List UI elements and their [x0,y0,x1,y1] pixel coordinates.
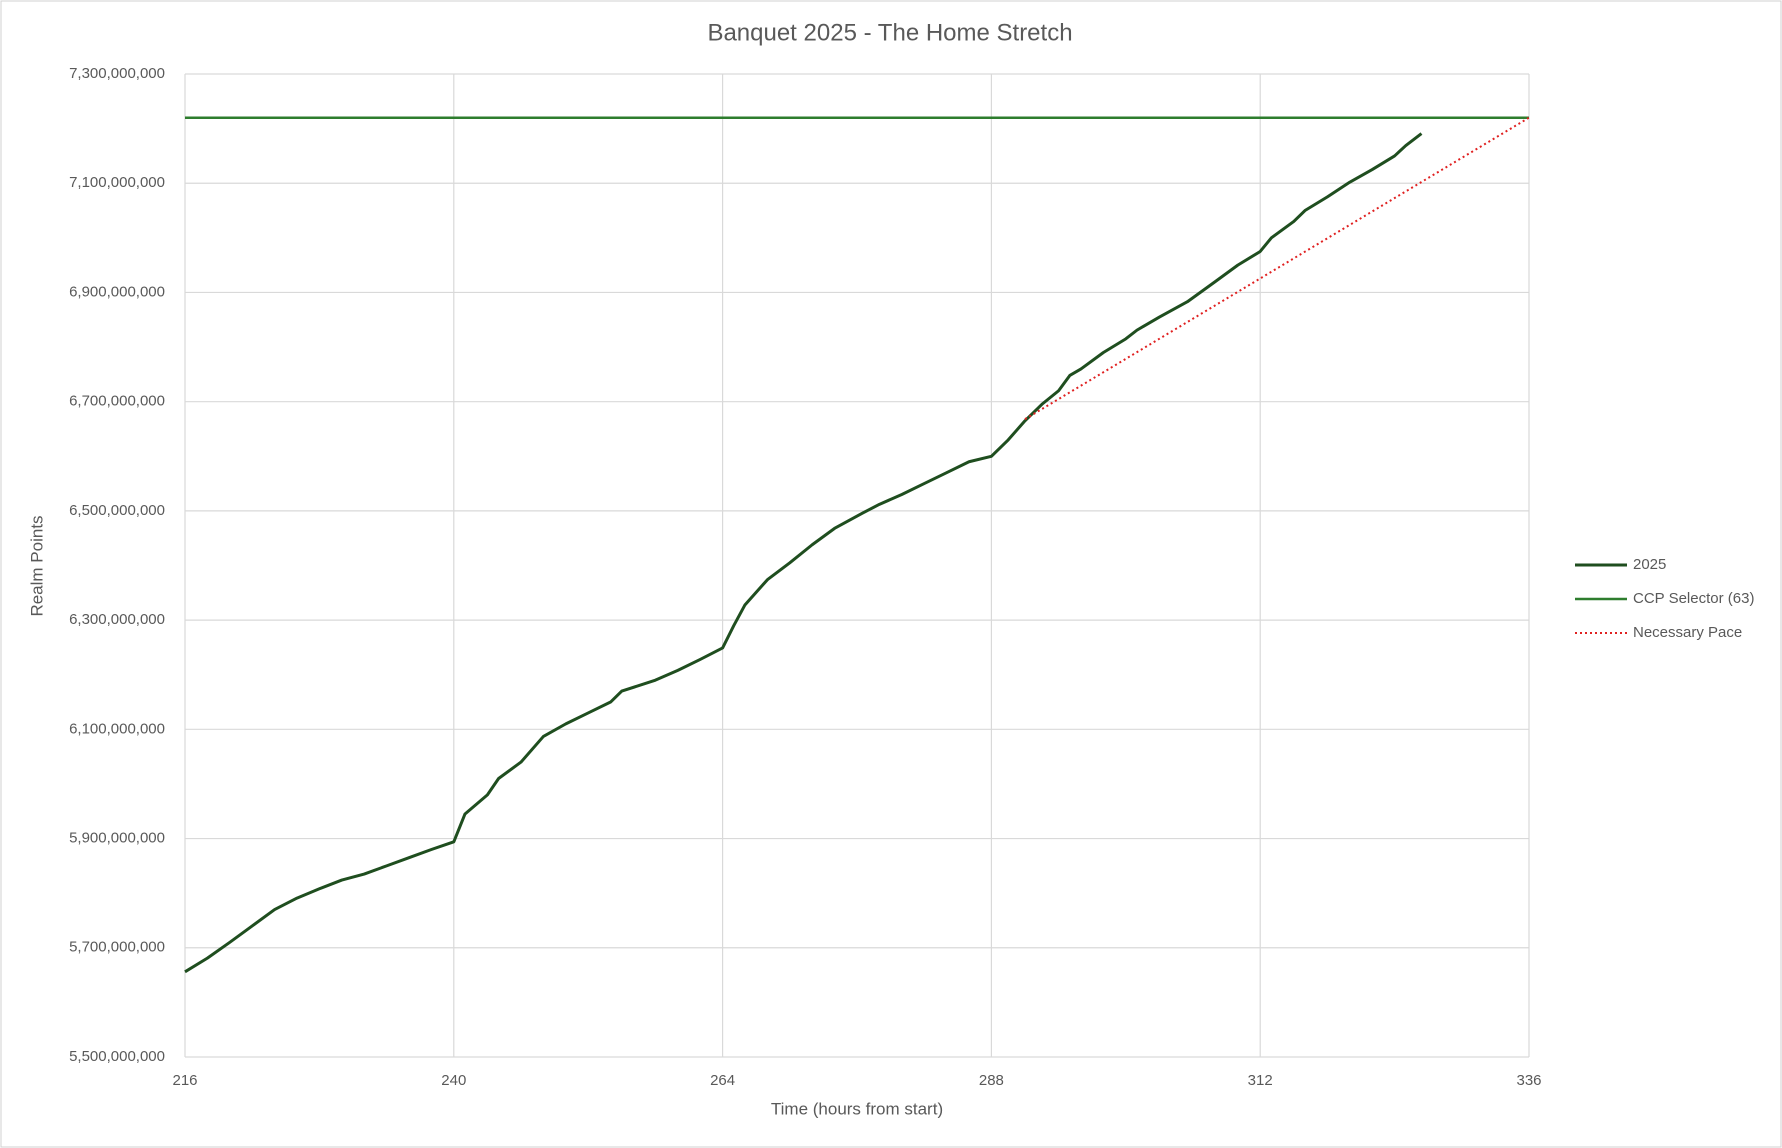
y-axis-title: Realm Points [27,515,46,616]
x-tick-label: 336 [1516,1072,1541,1089]
y-tick-label: 6,700,000,000 [69,393,165,410]
chart-title: Banquet 2025 - The Home Stretch [707,19,1072,46]
y-tick-label: 7,100,000,000 [69,174,165,191]
y-tick-label: 6,900,000,000 [69,283,165,300]
x-tick-label: 240 [441,1072,466,1089]
x-tick-label: 216 [172,1072,197,1089]
x-tick-label: 312 [1248,1072,1273,1089]
legend-label: CCP Selector (63) [1633,590,1754,607]
y-tick-label: 6,300,000,000 [69,611,165,628]
y-tick-label: 5,900,000,000 [69,830,165,847]
x-axis-title: Time (hours from start) [771,1099,943,1118]
legend-label: 2025 [1633,556,1666,573]
y-tick-label: 7,300,000,000 [69,65,165,82]
y-tick-label: 5,700,000,000 [69,939,165,956]
x-tick-label: 288 [979,1072,1004,1089]
y-tick-label: 6,500,000,000 [69,502,165,519]
y-tick-label: 5,500,000,000 [69,1048,165,1065]
legend-label: Necessary Pace [1633,624,1742,641]
series-line [184,132,1423,974]
x-tick-label: 264 [710,1072,735,1089]
y-tick-label: 6,100,000,000 [69,720,165,737]
